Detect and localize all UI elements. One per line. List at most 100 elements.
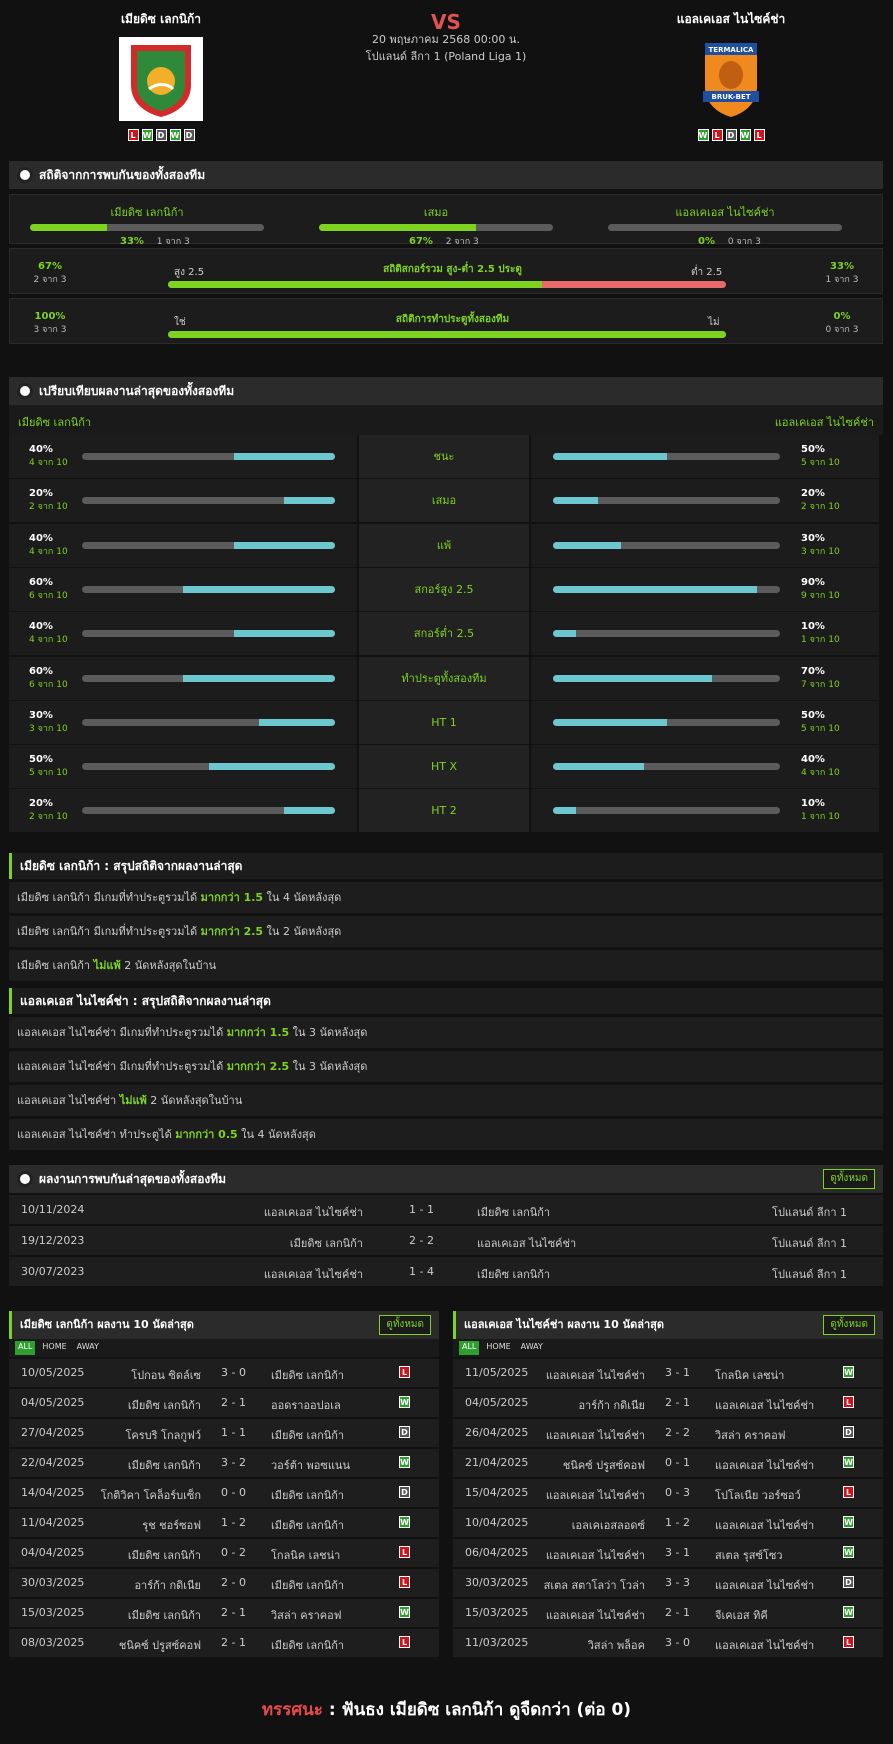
soccer-ball-icon xyxy=(17,167,33,183)
match-score: 2 - 0 xyxy=(221,1576,246,1589)
match-row[interactable]: 10/04/2025 เอลเคเอสลอดซ์ 1 - 2 แอลเคเอส ไนไ… xyxy=(453,1509,883,1537)
match-row[interactable]: 11/05/2025 แอลเคเอส ไนไซค์ช่า 3 - 1 โกลนิค … xyxy=(453,1359,883,1387)
match-row[interactable]: 15/03/2025 แอลเคเอส ไนไซค์ช่า 2 - 1 จีเคเอส… xyxy=(453,1599,883,1627)
h2h-view-all-button[interactable]: ดูทั้งหมด xyxy=(823,1169,875,1189)
match-score: 2 - 2 xyxy=(409,1234,434,1247)
match-row[interactable]: 04/05/2025 เมียดิซ เลกนิก้า 2 - 1 ออดราออปอ… xyxy=(9,1389,439,1417)
summary-line: เมียดิซ เลกนิก้า มีเกมที่ทำประตูรวมได้ ม… xyxy=(9,916,883,947)
filter-tab-all[interactable]: ALL xyxy=(15,1341,36,1355)
compare-home-pct: 60% xyxy=(29,665,53,677)
match-date: 04/05/2025 xyxy=(465,1396,529,1409)
match-date: 15/03/2025 xyxy=(21,1606,85,1619)
match-score: 1 - 2 xyxy=(221,1516,246,1529)
match-row[interactable]: 21/04/2025 ชนิคซ์ ปรูสซ์คอฟ 0 - 1 แอลเคเอส … xyxy=(453,1449,883,1477)
btts-right-label: ไม่ xyxy=(708,317,720,328)
compare-home-bar xyxy=(82,674,335,682)
match-home: เมียดิซ เลกนิก้า xyxy=(127,1609,201,1622)
summary-highlight: ไม่แพ้ xyxy=(93,959,121,972)
btts-bar xyxy=(168,331,726,338)
filter-tab-all[interactable]: ALL xyxy=(459,1341,480,1355)
match-score: 0 - 0 xyxy=(221,1486,246,1499)
match-score: 3 - 1 xyxy=(665,1366,690,1379)
h2h-match-row[interactable]: 19/12/2023 เมียดิซ เลกนิก้า 2 - 2 แอลเคเอส … xyxy=(9,1226,883,1255)
compare-label: HT 2 xyxy=(359,789,529,833)
match-home: เอลเคเอสลอดซ์ xyxy=(571,1519,645,1532)
home-team-logo xyxy=(119,37,203,121)
compare-home-bar xyxy=(82,541,335,549)
compare-home-cell: 50% 5 จาก 10 xyxy=(9,745,357,789)
match-score: 2 - 2 xyxy=(665,1426,690,1439)
filter-tab-home[interactable]: HOME xyxy=(42,1342,67,1351)
filter-tab-away[interactable]: AWAY xyxy=(76,1342,99,1351)
h2h-col-label: เมียดิซ เลกนิก้า xyxy=(110,206,184,219)
match-score: 3 - 0 xyxy=(221,1366,246,1379)
result-badge: W xyxy=(399,1516,410,1528)
home-view-all-button[interactable]: ดูทั้งหมด xyxy=(379,1315,431,1335)
compare-label: สกอร์ต่ำ 2.5 xyxy=(359,612,529,656)
match-away: โกลนิค เลชน่า xyxy=(271,1549,341,1562)
match-row[interactable]: 04/05/2025 อาร์ก้า กดิเนีย 2 - 1 แอลเคเอส ไ… xyxy=(453,1389,883,1417)
match-row[interactable]: 26/04/2025 แอลเคเอส ไนไซค์ช่า 2 - 2 วิสล่า … xyxy=(453,1419,883,1447)
h2h-match-rows: 10/11/2024 แอลเคเอส ไนไซค์ช่า 1 - 1 เมียดิซ… xyxy=(9,1195,883,1286)
match-row[interactable]: 15/04/2025 แอลเคเอส ไนไซค์ช่า 0 - 3 โปโลเนี… xyxy=(453,1479,883,1507)
compare-home-values: 20% 2 จาก 10 xyxy=(29,798,68,823)
form-badge: L xyxy=(127,129,139,141)
compare-row: 50% 5 จาก 10 HT X 40% 4 จาก 10 xyxy=(9,745,883,789)
match-row[interactable]: 11/04/2025 รุช ชอร์ซอฟ 1 - 2 เมียดิซ เลกนิก… xyxy=(9,1509,439,1537)
match-date: 11/04/2025 xyxy=(21,1516,85,1529)
match-home: โครบริ โกลกูฟว์ xyxy=(125,1429,202,1442)
match-date: 15/04/2025 xyxy=(465,1486,529,1499)
btts-left-pct: 100% xyxy=(34,311,66,322)
summary-text: เมียดิซ เลกนิก้า มีเกมที่ทำประตูรวมได้ xyxy=(17,925,201,938)
compare-away-pct: 70% xyxy=(801,665,825,677)
match-row[interactable]: 30/03/2025 อาร์ก้า กดิเนีย 2 - 0 เมียดิซ เล… xyxy=(9,1569,439,1597)
match-row[interactable]: 15/03/2025 เมียดิซ เลกนิก้า 2 - 1 วิสล่า คร… xyxy=(9,1599,439,1627)
match-row[interactable]: 14/04/2025 โกติวิคา โคล็อร์บเซ็ก 0 - 0 เมีย… xyxy=(9,1479,439,1507)
compare-rows: 40% 4 จาก 10 ชนะ 50% 5 จาก 10 20% 2 จาก 10 เสมอ… xyxy=(9,435,883,835)
filter-tab-home[interactable]: HOME xyxy=(486,1342,511,1351)
result-badge: L xyxy=(843,1396,854,1408)
match-away: เมียดิซ เลกนิก้า xyxy=(271,1429,345,1442)
match-row[interactable]: 27/04/2025 โครบริ โกลกูฟว์ 1 - 1 เมียดิซ เล… xyxy=(9,1419,439,1447)
home-last10-panel: เมียดิซ เลกนิก้า ผลงาน 10 นัดล่าสุด ดูทั้… xyxy=(9,1311,439,1657)
match-row[interactable]: 22/04/2025 เมียดิซ เลกนิก้า 3 - 2 วอร์ต้า พ… xyxy=(9,1449,439,1477)
match-score: 0 - 2 xyxy=(221,1546,246,1559)
compare-away-name: แอลเคเอส ไนไซค์ช่า xyxy=(774,416,874,429)
match-row[interactable]: 10/05/2025 โปกอน ซิดล์เซ 3 - 0 เมียดิซ เลกน… xyxy=(9,1359,439,1387)
match-row[interactable]: 11/03/2025 วิสล่า พล็อค 3 - 0 แอลเคเอส ไนไซ… xyxy=(453,1629,883,1657)
match-away: โปโลเนีย วอร์ซอว์ xyxy=(715,1489,801,1502)
compare-home-pct: 40% xyxy=(29,532,53,544)
form-badge: D xyxy=(725,129,737,141)
btts-right-sub: 0 จาก 3 xyxy=(825,325,859,335)
match-date: 22/04/2025 xyxy=(21,1456,85,1469)
match-home: แอลเคเอส ไนไซค์ช่า xyxy=(545,1489,645,1502)
match-away: แอลเคเอส ไนไซค์ช่า xyxy=(715,1639,815,1652)
result-badge: W xyxy=(843,1456,854,1468)
match-date: 26/04/2025 xyxy=(465,1426,529,1439)
match-score: 1 - 4 xyxy=(409,1265,434,1278)
match-home: เมียดิซ เลกนิก้า xyxy=(127,1459,201,1472)
compare-home-bar xyxy=(82,807,335,815)
filter-tab-away[interactable]: AWAY xyxy=(520,1342,543,1351)
compare-away-sub: 7 จาก 10 xyxy=(801,679,840,690)
compare-away-pct: 10% xyxy=(801,621,825,633)
match-row[interactable]: 04/04/2025 เมียดิซ เลกนิก้า 0 - 2 โกลนิค เล… xyxy=(9,1539,439,1567)
match-row[interactable]: 08/03/2025 ชนิคซ์ ปรูสซ์คอฟ 2 - 1 เมียดิซ เ… xyxy=(9,1629,439,1657)
match-score: 3 - 0 xyxy=(665,1636,690,1649)
summary-line: แอลเคเอส ไนไซค์ช่า ไม่แพ้ 2 นัดหลังสุดใน… xyxy=(9,1085,883,1116)
compare-away-cell: 10% 1 จาก 10 xyxy=(531,612,879,656)
compare-away-pct: 90% xyxy=(801,576,825,588)
match-score: 2 - 1 xyxy=(665,1606,690,1619)
match-row[interactable]: 30/03/2025 สเตล สตาโลว่า โวล่า 3 - 3 แอลเคเ… xyxy=(453,1569,883,1597)
match-row[interactable]: 06/04/2025 แอลเคเอส ไนไซค์ช่า 3 - 1 สเตล รุ… xyxy=(453,1539,883,1567)
h2h-match-row[interactable]: 10/11/2024 แอลเคเอส ไนไซค์ช่า 1 - 1 เมียดิซ… xyxy=(9,1195,883,1224)
result-badge: W xyxy=(843,1516,854,1528)
compare-home-pct: 30% xyxy=(29,709,53,721)
away-view-all-button[interactable]: ดูทั้งหมด xyxy=(823,1315,875,1335)
compare-label: แพ้ xyxy=(359,523,529,567)
h2h-match-row[interactable]: 30/07/2023 แอลเคเอส ไนไซค์ช่า 1 - 4 เมียดิซ… xyxy=(9,1257,883,1286)
compare-away-bar xyxy=(553,674,780,682)
h2h-col-sub: 1 จาก 3 xyxy=(153,237,190,247)
